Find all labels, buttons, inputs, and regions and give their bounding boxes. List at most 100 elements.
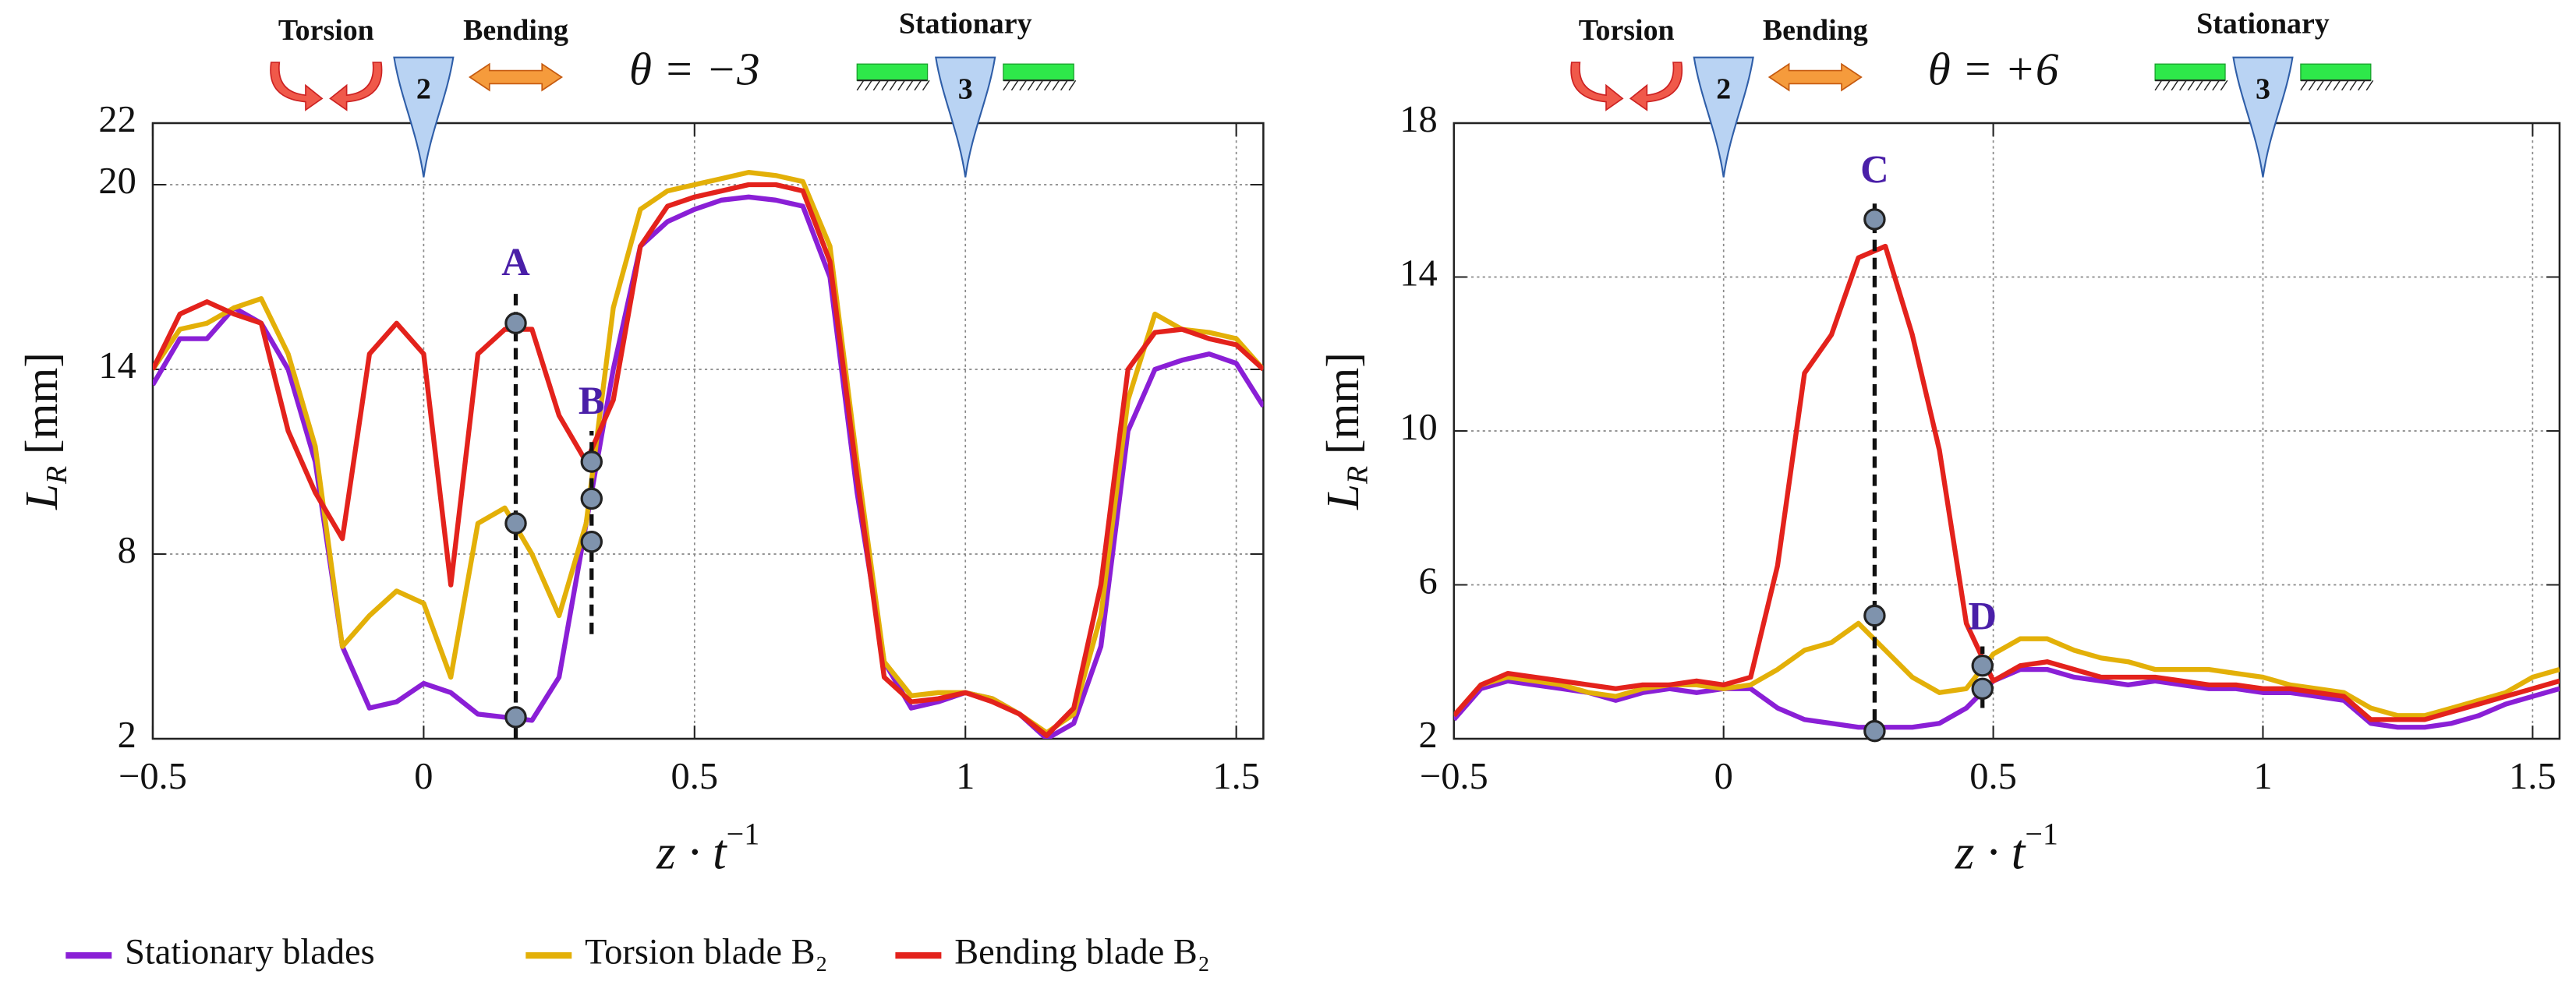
header-label: Torsion (1579, 14, 1675, 47)
y-label-part: R (41, 466, 73, 485)
torsion-arrow (270, 62, 324, 111)
hatch (914, 79, 922, 91)
marker-point (1971, 654, 1994, 677)
plot-frame (1453, 122, 2561, 740)
hatch (897, 79, 905, 91)
marker-label: C (1860, 148, 1889, 192)
hatch (1010, 79, 1019, 91)
y-tick-label: 10 (1399, 407, 1437, 448)
header-label: Stationary (2196, 7, 2330, 40)
blade-label: 3 (2256, 73, 2270, 106)
marker-label: A (501, 240, 530, 284)
y-tick-label: 2 (1419, 715, 1438, 756)
y-label-part: L (16, 484, 67, 510)
ground-bar (2154, 63, 2226, 81)
hatch (2333, 79, 2341, 91)
hatch (889, 79, 897, 91)
hatch (2196, 79, 2203, 91)
hatch (1060, 79, 1068, 91)
hatch (2308, 79, 2316, 91)
hatch (856, 79, 865, 91)
hatch (2300, 79, 2308, 91)
legend-label: Torsion blade B₂ (585, 933, 828, 973)
hatch (2365, 79, 2374, 91)
hatch (865, 79, 872, 91)
blade-label: 2 (416, 73, 431, 106)
x-tick-label: 1.5 (1212, 756, 1260, 797)
blade-icon (935, 56, 996, 178)
marker-point (1971, 677, 1994, 701)
y-tick-label: 22 (98, 99, 136, 140)
hatch (2203, 79, 2212, 91)
ground-bar (856, 63, 929, 81)
x-tick-label: 1.5 (2509, 756, 2557, 797)
marker-point (1863, 604, 1886, 627)
hatch (2163, 79, 2171, 91)
hatch (2212, 79, 2220, 91)
y-tick-label: 6 (1419, 561, 1438, 602)
x-tick-label: −0.5 (119, 756, 187, 797)
series-line (1453, 243, 2560, 722)
torsion-arrow (1570, 62, 1624, 111)
hatch (1027, 79, 1035, 91)
x-axis-label: z · t−1 (1955, 817, 2058, 880)
blade-label: 3 (958, 73, 973, 106)
x-tick-label: 0 (414, 756, 433, 797)
y-tick-label: 18 (1399, 99, 1437, 140)
blade-icon (393, 56, 455, 178)
marker-point (580, 530, 603, 553)
hatch (1003, 79, 1010, 91)
hatch (1043, 79, 1052, 91)
legend-label: Bending blade B₂ (954, 933, 1210, 973)
x-tick-label: 1 (956, 756, 975, 797)
header-label: Stationary (899, 7, 1032, 40)
bending-arrow (1767, 62, 1863, 92)
theta-label: θ = −3 (629, 43, 760, 94)
ground-bar (1003, 63, 1074, 81)
hatch (2179, 79, 2187, 91)
x-tick-label: 1 (2253, 756, 2272, 797)
hatch (2220, 79, 2228, 91)
legend-label: Stationary blades (125, 933, 375, 973)
y-label-part: R (1341, 466, 1374, 485)
y-tick-label: 14 (98, 345, 136, 387)
hatch (1052, 79, 1060, 91)
marker-point (1863, 719, 1886, 743)
y-tick-label: 8 (118, 530, 136, 571)
x-axis-label: z · t−1 (656, 817, 759, 880)
header-label: Bending (1763, 14, 1868, 47)
header-label: Bending (463, 14, 568, 47)
plot-frame (151, 122, 1265, 740)
hatch (2316, 79, 2324, 91)
y-label-part: [mm] (1316, 352, 1368, 466)
theta-label: θ = +6 (1928, 43, 2059, 94)
hatch (2349, 79, 2358, 91)
y-tick-label: 2 (118, 715, 136, 756)
hatch (1068, 79, 1077, 91)
y-label-part: L (1316, 484, 1368, 510)
y-axis-label: LR [mm] (1316, 352, 1374, 510)
series-line (1453, 620, 2560, 718)
marker-point (504, 312, 527, 334)
marker-point (1863, 208, 1886, 231)
x-tick-label: −0.5 (1420, 756, 1488, 797)
torsion-arrow (1629, 62, 1683, 111)
header-label: Torsion (278, 14, 374, 47)
hatch (905, 79, 914, 91)
y-tick-label: 20 (98, 161, 136, 202)
x-label-part: −1 (2025, 817, 2058, 852)
x-label-part: −1 (727, 817, 760, 852)
marker-point (580, 450, 603, 473)
marker-point (504, 706, 527, 729)
marker-label: B (579, 379, 605, 422)
y-axis-label: LR [mm] (16, 352, 73, 510)
x-label-part: z · t (656, 824, 727, 879)
marker-point (504, 512, 527, 535)
hatch (1035, 79, 1044, 91)
series-line (152, 170, 1264, 736)
blade-icon (1693, 56, 1754, 178)
bending-arrow (468, 62, 564, 92)
y-label-part: [mm] (16, 352, 67, 466)
